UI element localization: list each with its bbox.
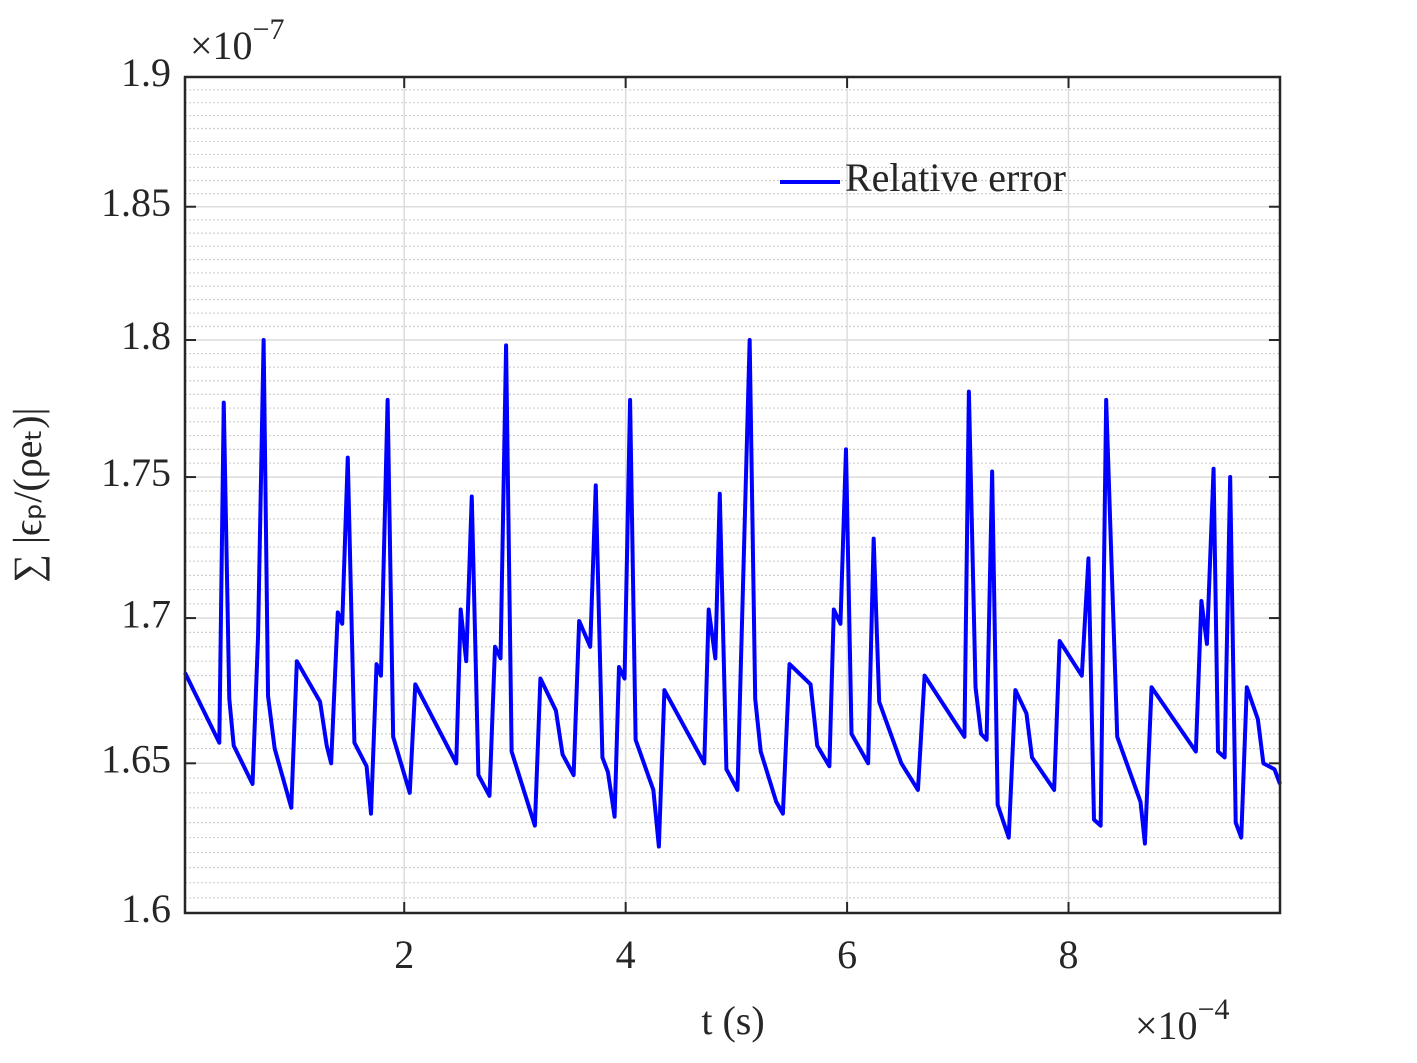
y-tick-label: 1.85 [101, 180, 171, 225]
y-axis-label: ∑ |ϵₚ/(ρeₜ)| [5, 407, 50, 582]
x-tick-label: 6 [837, 932, 857, 977]
x-tick-label: 4 [616, 932, 636, 977]
y-tick-label: 1.9 [121, 50, 171, 95]
data-line [183, 338, 1282, 849]
y-tick-label: 1.7 [121, 591, 171, 636]
x-multiplier-exponent: −4 [1198, 993, 1230, 1026]
x-axis-label: t (s) [701, 998, 764, 1043]
plot-frame [183, 75, 1282, 915]
x-multiplier: ×10−4 [1135, 993, 1229, 1048]
y-tick-label: 1.75 [101, 450, 171, 495]
legend-label: Relative error [845, 155, 1066, 200]
y-multiplier: ×10−7 [190, 13, 284, 68]
y-tick-label: 1.65 [101, 736, 171, 781]
x-tick-label: 8 [1059, 932, 1079, 977]
x-multiplier-base: ×10 [1135, 1003, 1198, 1048]
x-tick-label: 2 [394, 932, 414, 977]
y-tick-label: 1.8 [121, 313, 171, 358]
y-multiplier-base: ×10 [190, 23, 253, 68]
y-tick-label: 1.6 [121, 886, 171, 931]
y-multiplier-exponent: −7 [253, 13, 285, 46]
